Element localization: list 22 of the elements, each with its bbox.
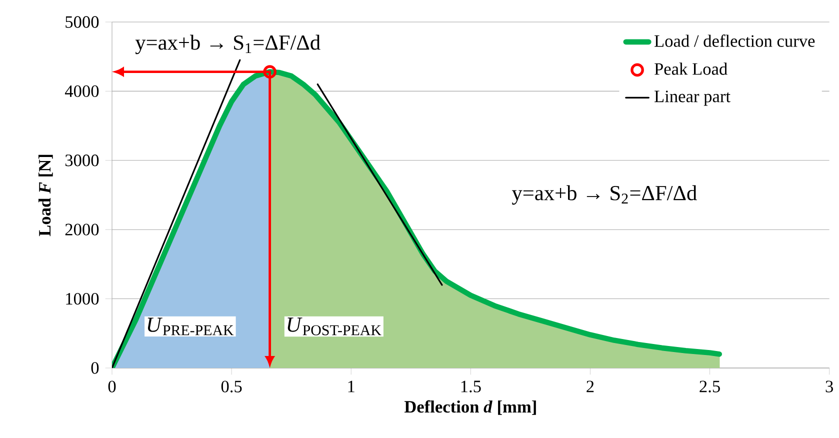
y-axis-title: Load F [N] <box>38 154 53 236</box>
y-tick-label: 2000 <box>65 224 99 236</box>
legend-label: Linear part <box>654 90 730 106</box>
x-tick-label: 2.5 <box>700 380 720 392</box>
x-tick-label: 0 <box>108 380 116 392</box>
x-tick-label: 2 <box>586 380 594 392</box>
annotation: U$_{POST-PEAK}$ <box>288 318 382 336</box>
y-tick-label: 5000 <box>66 16 99 28</box>
y-tick-label: 3000 <box>65 154 99 166</box>
annotation: U$_{PRE-PEAK}$ <box>148 318 234 336</box>
x-axis-title: Deflection d [mm] <box>404 400 536 415</box>
x-tick-label: 0.5 <box>221 380 242 392</box>
legend-label: Load / deflection curve <box>654 34 815 47</box>
annotation: y=ax+b → S$_{2}$=ΔF/Δd <box>512 185 697 205</box>
y-tick-label: 1000 <box>66 292 99 305</box>
x-tick-label: 3 <box>826 380 833 392</box>
annotation: y=ax+b → S$_{1}$=ΔF/Δd <box>135 34 320 54</box>
legend-label: Peak Load <box>654 62 728 75</box>
x-tick-label: 1.5 <box>461 380 481 392</box>
y-tick-label: 0 <box>91 362 99 374</box>
x-tick-label: 1 <box>348 380 354 392</box>
y-tick-label: 4000 <box>64 85 99 98</box>
